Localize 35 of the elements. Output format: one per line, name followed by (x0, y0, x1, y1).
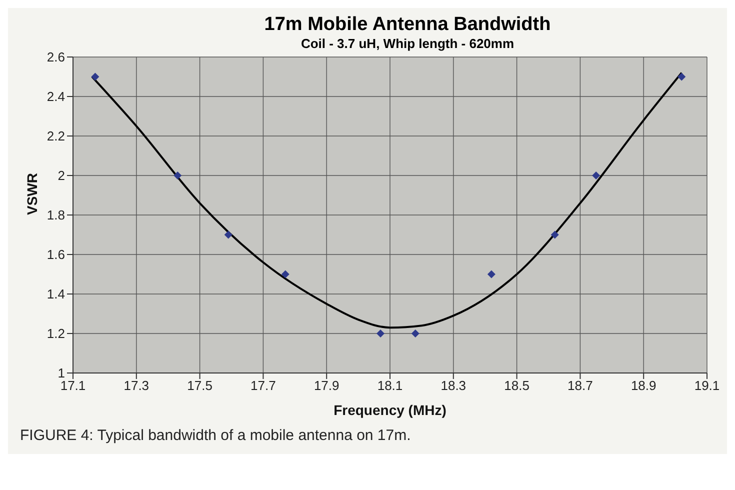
point (224, 230, 232, 239)
x-tick-label: 17.7 (250, 378, 276, 394)
y-tick-label: 1 (58, 366, 65, 381)
point (174, 172, 182, 180)
x-tick-label: 19.1 (694, 378, 720, 394)
y-tick-label: 1.8 (46, 208, 65, 223)
point (411, 330, 420, 338)
point (91, 72, 100, 81)
y-tick-label: 2.4 (46, 89, 65, 104)
chart-title: 17m Mobile Antenna Bandwidth (263, 14, 552, 36)
point (376, 330, 384, 338)
x-tick-label: 18.1 (377, 378, 403, 394)
x-tick-label: 18.5 (504, 378, 530, 394)
x-tick-label: 17.5 (187, 378, 212, 394)
y-tick-label: 2.2 (46, 128, 65, 144)
x-tick-label: 17.1 (60, 378, 86, 394)
y-tick-label: 2 (58, 168, 65, 184)
y-tick-label: 1.2 (46, 326, 65, 342)
x-tick-label: 18.3 (440, 378, 466, 394)
point (487, 270, 496, 278)
point (592, 172, 600, 180)
point (678, 72, 686, 81)
y-tick-label: 2.6 (46, 50, 65, 65)
point (281, 270, 290, 278)
x-tick-label: 18.7 (568, 378, 593, 394)
x-tick-label: 18.9 (630, 378, 656, 394)
y-tick-label: 1.6 (46, 247, 65, 262)
y-tick-label: 1.4 (46, 286, 65, 302)
y-axis-title: VSWR (24, 173, 40, 215)
chart-subtitle: Coil - 3.7 uH, Whip length - 620mm (300, 36, 516, 51)
point (550, 230, 559, 239)
x-axis-title: Frequency (MHz) (334, 402, 446, 418)
caption: FIGURE 4: Typical bandwidth of a mobile antenna on 17m. (20, 427, 412, 444)
x-tick-label: 17.3 (124, 378, 150, 394)
x-tick-label: 17.9 (314, 378, 340, 394)
